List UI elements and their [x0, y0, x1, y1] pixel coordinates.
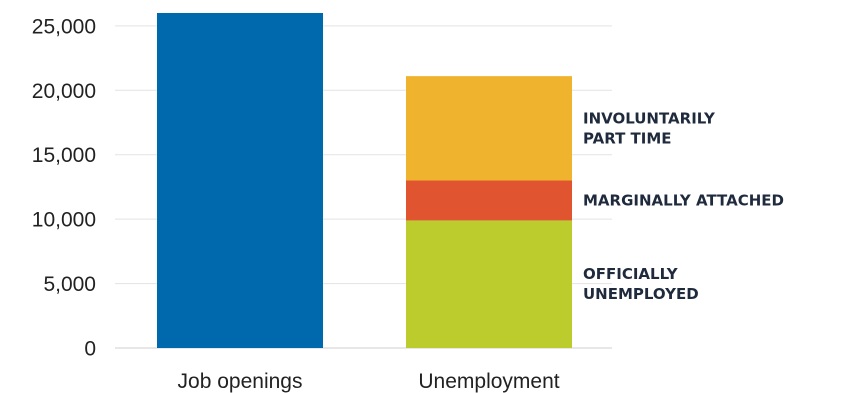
- y-tick-label: 5,000: [43, 273, 96, 296]
- x-axis-labels: Job openings Unemployment: [178, 370, 560, 393]
- segment-label-involuntarily-part-time: PART TIME: [583, 129, 672, 147]
- y-tick-label: 0: [84, 338, 96, 361]
- segment-label-officially-unemployed: UNEMPLOYED: [583, 285, 699, 303]
- y-tick-label: 25,000: [32, 15, 96, 38]
- y-tick-label: 20,000: [32, 80, 96, 103]
- bar-unemployment-involuntarily-part-time: [406, 76, 572, 181]
- segment-label-officially-unemployed: OFFICIALLY: [583, 265, 679, 283]
- bar-unemployment-marginally-attached: [406, 180, 572, 221]
- bar-unemployment-officially-unemployed: [406, 220, 572, 348]
- bar-job-openings: [157, 13, 323, 348]
- segment-labels: OFFICIALLY UNEMPLOYED MARGINALLY ATTACHED I…: [583, 109, 784, 303]
- y-axis-ticks: 0 5,000 10,000 15,000 20,000 25,000: [32, 15, 96, 360]
- y-tick-label: 15,000: [32, 144, 96, 167]
- y-tick-label: 10,000: [32, 209, 96, 232]
- bars: [157, 13, 572, 348]
- x-tick-label: Unemployment: [418, 370, 559, 393]
- segment-label-marginally-attached: MARGINALLY ATTACHED: [583, 191, 784, 209]
- x-tick-label: Job openings: [178, 370, 303, 393]
- segment-label-involuntarily-part-time: INVOLUNTARILY: [583, 109, 716, 127]
